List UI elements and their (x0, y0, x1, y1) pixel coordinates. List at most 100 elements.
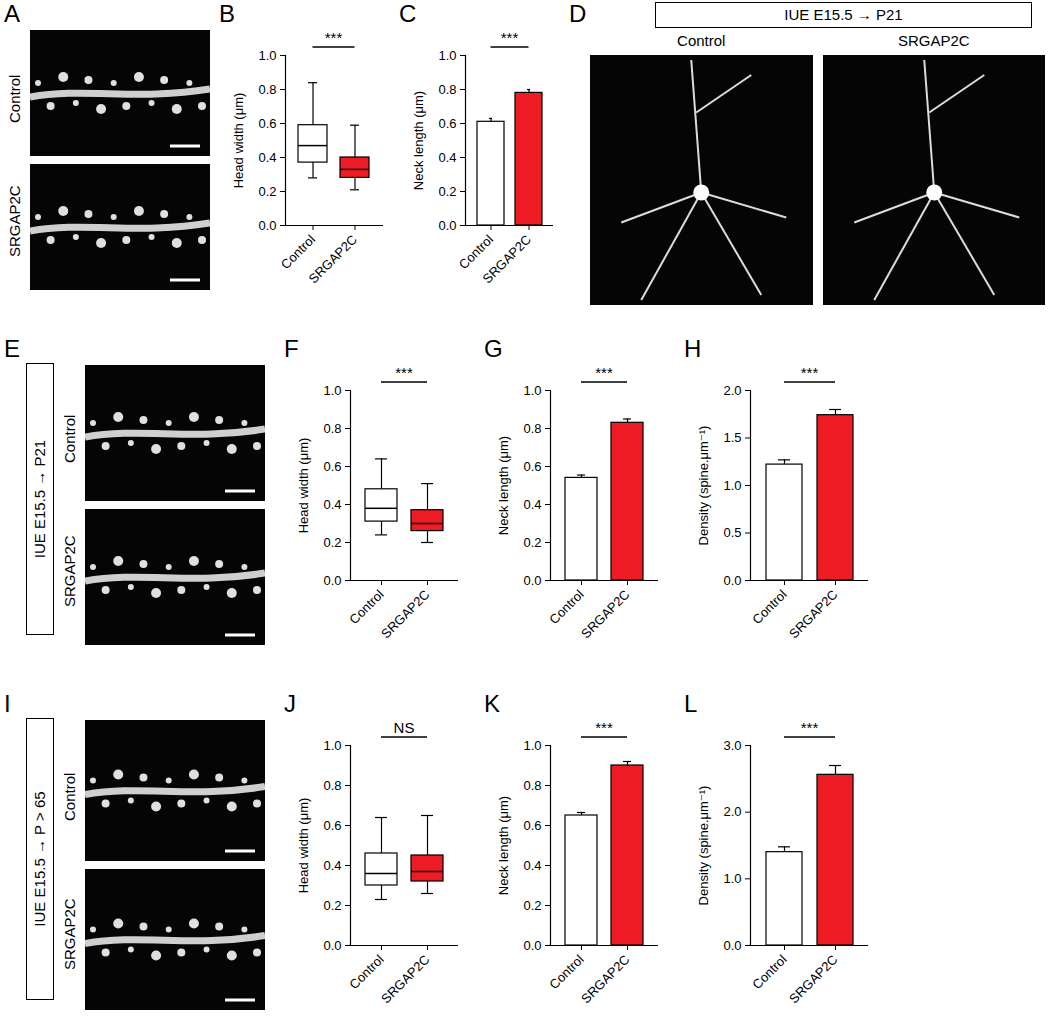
svg-text:Neck length (μm): Neck length (μm) (496, 436, 511, 535)
svg-text:SRGAP2C: SRGAP2C (578, 952, 633, 1007)
svg-text:SRGAP2C: SRGAP2C (306, 232, 361, 287)
svg-text:0.8: 0.8 (323, 421, 341, 436)
svg-text:SRGAP2C: SRGAP2C (578, 587, 633, 642)
svg-text:***: *** (801, 364, 819, 381)
svg-text:Control: Control (749, 587, 789, 627)
svg-text:1.0: 1.0 (323, 383, 341, 398)
svg-text:0.4: 0.4 (323, 497, 341, 512)
svg-text:1.0: 1.0 (438, 48, 456, 63)
svg-text:Density (spine.μm⁻¹): Density (spine.μm⁻¹) (696, 426, 711, 546)
svg-text:SRGAP2C: SRGAP2C (480, 232, 535, 287)
svg-text:Neck length (μm): Neck length (μm) (411, 91, 426, 190)
svg-text:0.8: 0.8 (523, 421, 541, 436)
svg-text:0.4: 0.4 (258, 150, 276, 165)
svg-text:Head width (μm): Head width (μm) (231, 93, 246, 189)
svg-text:0.2: 0.2 (323, 535, 341, 550)
html-text:B: B (219, 0, 235, 27)
html-text:E: E (4, 335, 20, 362)
svg-text:0.8: 0.8 (523, 778, 541, 793)
html-text:SRGAP2C: SRGAP2C (897, 32, 970, 49)
svg-text:SRGAP2C: SRGAP2C (786, 587, 841, 642)
html-text:D: D (569, 0, 587, 27)
svg-text:Control: Control (346, 587, 386, 627)
svg-text:***: *** (801, 719, 819, 736)
html-text:IUE E15.5 → P > 65: IUE E15.5 → P > 65 (31, 791, 48, 927)
svg-text:0.4: 0.4 (438, 150, 456, 165)
svg-text:1.5: 1.5 (723, 430, 741, 445)
html-text:Control: Control (61, 772, 78, 821)
svg-text:Control: Control (546, 952, 586, 992)
svg-text:0.4: 0.4 (523, 497, 541, 512)
svg-text:0.2: 0.2 (258, 184, 276, 199)
html-text:G: G (484, 335, 503, 362)
html-text:IUE E15.5 → P21: IUE E15.5 → P21 (31, 439, 48, 559)
svg-text:0.2: 0.2 (523, 898, 541, 913)
svg-text:0.8: 0.8 (438, 82, 456, 97)
html-text:F: F (284, 335, 299, 362)
svg-text:0.6: 0.6 (523, 818, 541, 833)
svg-text:2.0: 2.0 (723, 383, 741, 398)
svg-text:NS: NS (394, 719, 415, 736)
svg-text:2.0: 2.0 (723, 804, 741, 819)
html-text:SRGAP2C: SRGAP2C (6, 185, 23, 257)
svg-text:0.0: 0.0 (323, 938, 341, 953)
html-text:Control: Control (677, 32, 726, 49)
svg-text:Control: Control (278, 232, 318, 272)
svg-text:Control: Control (749, 952, 789, 992)
svg-text:***: *** (325, 29, 343, 46)
svg-text:***: *** (501, 29, 519, 46)
svg-text:0.2: 0.2 (323, 898, 341, 913)
svg-text:0.0: 0.0 (523, 573, 541, 588)
svg-text:0.6: 0.6 (323, 818, 341, 833)
svg-text:1.0: 1.0 (523, 738, 541, 753)
svg-text:0.5: 0.5 (723, 525, 741, 540)
html-text:SRGAP2C: SRGAP2C (61, 897, 78, 970)
svg-text:Control: Control (346, 952, 386, 992)
html-text:IUE E15.5 → P21: IUE E15.5 → P21 (784, 6, 903, 23)
html-text:H: H (684, 335, 702, 362)
svg-text:SRGAP2C: SRGAP2C (378, 952, 433, 1007)
svg-text:0.0: 0.0 (438, 218, 456, 233)
svg-text:0.6: 0.6 (523, 459, 541, 474)
svg-text:***: *** (395, 364, 413, 381)
svg-text:0.0: 0.0 (323, 573, 341, 588)
svg-text:1.0: 1.0 (723, 478, 741, 493)
svg-text:1.0: 1.0 (723, 871, 741, 886)
svg-text:***: *** (595, 719, 613, 736)
svg-text:0.4: 0.4 (523, 858, 541, 873)
svg-text:***: *** (595, 364, 613, 381)
svg-text:Head width (μm): Head width (μm) (296, 438, 311, 534)
svg-text:0.6: 0.6 (323, 459, 341, 474)
svg-text:0.0: 0.0 (258, 218, 276, 233)
svg-text:0.0: 0.0 (723, 938, 741, 953)
html-text:J: J (284, 690, 296, 717)
svg-text:1.0: 1.0 (323, 738, 341, 753)
svg-text:0.0: 0.0 (523, 938, 541, 953)
svg-text:0.0: 0.0 (723, 573, 741, 588)
svg-text:0.8: 0.8 (323, 778, 341, 793)
svg-text:Density (spine.μm⁻¹): Density (spine.μm⁻¹) (696, 786, 711, 906)
svg-text:Control: Control (546, 587, 586, 627)
html-text:I: I (4, 690, 11, 717)
svg-text:0.4: 0.4 (323, 858, 341, 873)
html-text:K: K (484, 690, 500, 717)
svg-text:0.6: 0.6 (258, 116, 276, 131)
svg-text:Head width (μm): Head width (μm) (296, 798, 311, 894)
html-text:Control: Control (6, 74, 23, 123)
html-text:SRGAP2C: SRGAP2C (61, 535, 78, 607)
svg-text:0.8: 0.8 (258, 82, 276, 97)
svg-text:0.2: 0.2 (438, 184, 456, 199)
svg-text:0.6: 0.6 (438, 116, 456, 131)
html-text:A: A (4, 0, 20, 27)
svg-text:SRGAP2C: SRGAP2C (378, 587, 433, 642)
html-text:C: C (399, 0, 417, 27)
html-text:Control: Control (61, 414, 78, 463)
svg-text:1.0: 1.0 (258, 48, 276, 63)
svg-text:0.2: 0.2 (523, 535, 541, 550)
svg-text:Control: Control (455, 231, 497, 272)
html-text:L: L (684, 690, 698, 717)
svg-text:SRGAP2C: SRGAP2C (786, 952, 841, 1007)
svg-text:3.0: 3.0 (723, 738, 741, 753)
svg-text:1.0: 1.0 (523, 383, 541, 398)
svg-text:Neck length (μm): Neck length (μm) (496, 796, 511, 895)
